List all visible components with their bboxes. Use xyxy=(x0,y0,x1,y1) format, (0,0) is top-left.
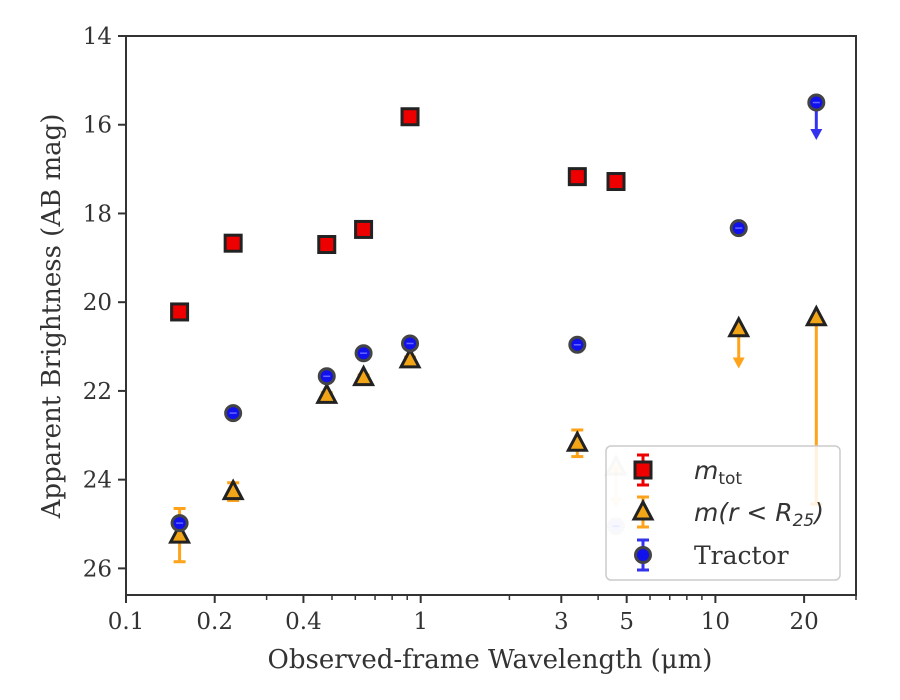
m_r25-point xyxy=(221,478,245,501)
plot-frame xyxy=(125,35,857,596)
x-tick-label: 0.1 xyxy=(108,609,145,635)
mtot-point xyxy=(567,167,587,187)
y-tick-label: 18 xyxy=(83,201,112,227)
legend: mtot m(r < R25) Tractor xyxy=(605,445,841,581)
x-tick-label: 3 xyxy=(554,609,569,635)
upper-limit-arrowhead xyxy=(810,129,823,141)
m_r25-point xyxy=(398,346,422,369)
x-tick-label: 5 xyxy=(619,609,634,635)
m_r25-point xyxy=(168,521,192,544)
y-tick-label: 14 xyxy=(83,24,112,50)
x-tick-label: 1 xyxy=(413,609,428,635)
legend-box xyxy=(605,445,841,581)
legend-marker-m_r25 xyxy=(631,498,655,521)
mtot-point xyxy=(606,172,626,192)
m_r25-point xyxy=(804,304,828,327)
m_r25-point xyxy=(352,364,376,387)
legend-label-tractor: Tractor xyxy=(694,541,789,570)
mtot-point xyxy=(223,233,243,253)
y-axis-title: Apparent Brightness (AB mag) xyxy=(37,114,67,520)
y-tick-label: 16 xyxy=(83,113,112,139)
mtot-point xyxy=(354,219,374,239)
y-tick-label: 22 xyxy=(83,379,112,405)
legend-marker-mtot xyxy=(633,460,653,480)
legend-label-m_r25: m(r < R25) xyxy=(694,498,824,531)
x-tick-label: 10 xyxy=(701,609,730,635)
x-axis-title: Observed-frame Wavelength (μm) xyxy=(268,645,713,675)
m_r25-point xyxy=(315,382,339,404)
upper-limit-arrowhead xyxy=(732,357,745,369)
x-tick-label: 0.4 xyxy=(285,609,322,635)
y-tick-label: 24 xyxy=(83,468,112,494)
legend-label-mtot: mtot xyxy=(694,456,742,489)
x-tick-label: 0.2 xyxy=(196,609,233,635)
mtot-point xyxy=(170,302,190,322)
y-tick-label: 26 xyxy=(83,556,112,582)
m_r25-point xyxy=(565,430,589,452)
legend-marker-tractor xyxy=(634,546,652,564)
mtot-point xyxy=(317,235,337,255)
mtot-point xyxy=(400,107,420,127)
x-tick-label: 20 xyxy=(789,609,818,635)
y-tick-label: 20 xyxy=(83,290,112,316)
m_r25-point xyxy=(727,315,751,338)
